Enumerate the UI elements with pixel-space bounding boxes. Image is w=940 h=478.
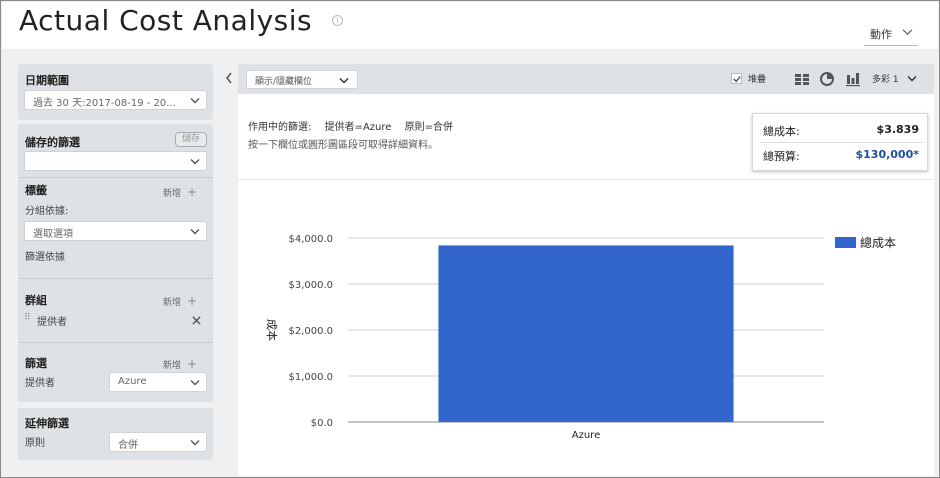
- chevron-down-icon: [190, 380, 200, 386]
- divider: [759, 142, 923, 143]
- policy-value: 合併: [118, 440, 138, 451]
- legend-swatch: [835, 237, 856, 248]
- page-title: Actual Cost Analysis: [19, 4, 313, 37]
- filters-add-label: 新增: [163, 361, 182, 371]
- plus-icon: +: [187, 357, 198, 371]
- color-scheme-label: 多彩 1: [872, 75, 899, 85]
- divider: [238, 179, 934, 180]
- y-tick-label: $4,000.0: [288, 234, 333, 245]
- tags-add-label: 新增: [163, 189, 182, 199]
- filters-add-button[interactable]: 新增 +: [163, 357, 197, 371]
- policy-select[interactable]: 合併: [109, 432, 207, 452]
- groups-title: 群組: [25, 294, 47, 307]
- total-budget-label: 總預算:: [763, 150, 800, 163]
- chevron-down-icon: [190, 98, 200, 104]
- divider: [18, 342, 213, 343]
- filter-by-label: 篩選依據: [25, 252, 65, 263]
- groups-add-button[interactable]: 新增 +: [163, 294, 197, 308]
- total-cost-value: $3.839: [876, 123, 919, 136]
- plus-icon: +: [187, 294, 198, 308]
- page-header: Actual Cost Analysis i 動作: [2, 2, 938, 49]
- tag-options-placeholder: 選取選項: [33, 229, 73, 240]
- saved-filters-title: 儲存的篩選: [25, 136, 80, 149]
- x-tick-label: Azure: [572, 430, 600, 441]
- bar-azure[interactable]: [438, 245, 734, 422]
- stack-label: 堆疊: [748, 75, 767, 85]
- extended-filters-title: 延伸篩選: [25, 417, 69, 430]
- chevron-down-icon: [339, 77, 349, 84]
- table-view-icon[interactable]: [794, 71, 810, 87]
- actions-label: 動作: [870, 28, 892, 41]
- chevron-down-icon: [190, 440, 200, 446]
- active-filters-label: 作用中的篩選:: [248, 122, 312, 133]
- date-range-panel: 日期範圍 過去 30 天:2017-08-19 - 20...: [18, 64, 213, 120]
- y-tick-label: $0.0: [311, 418, 333, 429]
- groups-add-label: 新增: [163, 298, 182, 308]
- y-tick-label: $1,000.0: [288, 372, 333, 383]
- columns-select-label: 顯示/隱藏欄位: [255, 77, 313, 87]
- cost-summary-card: 總成本: $3.839 總預算: $130,000*: [752, 113, 928, 171]
- divider: [18, 278, 213, 279]
- chevron-down-icon: [190, 159, 200, 165]
- pie-chart-icon[interactable]: [819, 71, 835, 87]
- filters-panel: 儲存的篩選 儲存 標籤 新增 + 分組依據: 選取選項 篩選依據 群組 新增 + ⠿…: [18, 124, 213, 460]
- tags-add-button[interactable]: 新增 +: [163, 185, 197, 199]
- bar-chart-icon[interactable]: [845, 71, 861, 87]
- y-tick-label: $3,000.0: [288, 280, 333, 291]
- active-filter-provider: 提供者=Azure: [324, 122, 392, 133]
- y-axis-label: 成本: [265, 319, 279, 341]
- drag-handle-icon[interactable]: ⠿: [24, 313, 31, 323]
- active-filter-policy: 原則=合併: [404, 122, 453, 133]
- collapse-sidebar-icon[interactable]: [222, 68, 236, 88]
- chevron-down-icon: [190, 229, 200, 235]
- date-range-select[interactable]: 過去 30 天:2017-08-19 - 20...: [24, 90, 207, 110]
- chevron-down-icon: [907, 75, 917, 82]
- plus-icon: +: [187, 185, 198, 199]
- stack-checkbox[interactable]: [731, 73, 742, 84]
- cost-bar-chart: $0.0 $1,000.0 $2,000.0 $3,000.0 $4,000.0 成本 Az…: [265, 234, 896, 441]
- divider: [18, 177, 213, 178]
- check-icon: [733, 76, 741, 83]
- close-icon[interactable]: [192, 316, 201, 325]
- tag-options-select[interactable]: 選取選項: [24, 221, 207, 241]
- group-item-label: 提供者: [37, 317, 67, 328]
- total-budget-value: $130,000*: [855, 148, 919, 161]
- total-cost-label: 總成本:: [763, 125, 800, 138]
- tags-title: 標籤: [25, 184, 47, 197]
- saved-filters-select[interactable]: [24, 151, 207, 171]
- filter-provider-label: 提供者: [25, 378, 55, 389]
- active-filters: 作用中的篩選: 提供者=Azure 原則=合併: [248, 118, 463, 133]
- policy-label: 原則: [25, 438, 45, 449]
- legend-label: 總成本: [860, 235, 896, 250]
- columns-select[interactable]: 顯示/隱藏欄位: [246, 70, 358, 89]
- chart-toolbar: 顯示/隱藏欄位 堆疊 多彩 1: [238, 64, 934, 94]
- filter-provider-value: Azure: [118, 376, 147, 387]
- chart-content: 作用中的篩選: 提供者=Azure 原則=合併 按一下欄位或圓形圖區段可取得詳細…: [238, 94, 934, 476]
- color-scheme-select[interactable]: 多彩 1: [872, 72, 917, 85]
- actions-dropdown[interactable]: 動作: [864, 24, 918, 46]
- date-range-title: 日期範圍: [25, 74, 69, 87]
- save-filter-button[interactable]: 儲存: [175, 132, 207, 147]
- filter-provider-select[interactable]: Azure: [109, 372, 207, 392]
- group-by-label: 分組依據:: [25, 206, 69, 217]
- filters-title: 篩選: [25, 357, 47, 370]
- y-tick-label: $2,000.0: [288, 326, 333, 337]
- chevron-down-icon: [902, 29, 913, 36]
- date-range-value: 過去 30 天:2017-08-19 - 20...: [33, 98, 176, 109]
- info-icon[interactable]: i: [332, 15, 343, 26]
- hint-text: 按一下欄位或圓形圖區段可取得詳細資料。: [248, 140, 438, 151]
- divider: [18, 402, 213, 408]
